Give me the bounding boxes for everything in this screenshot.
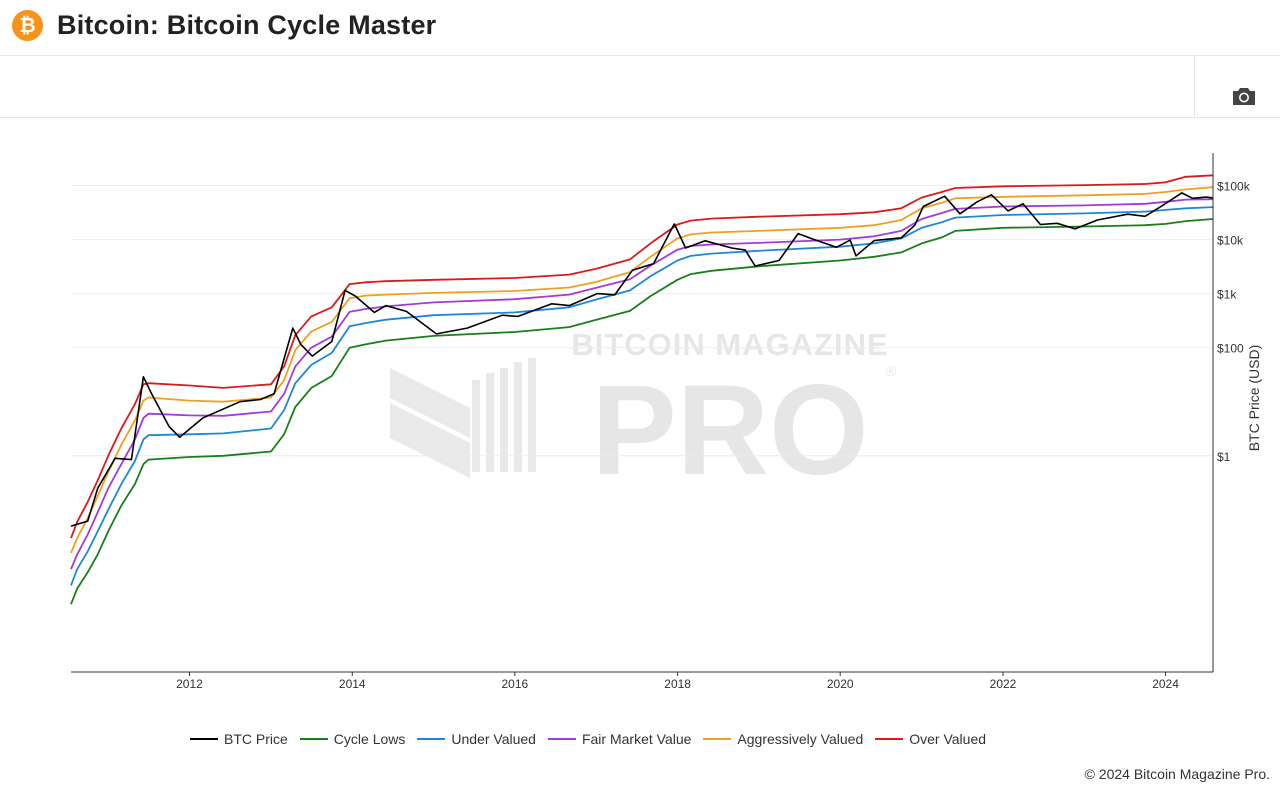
- x-tick-label: 2016: [501, 677, 528, 691]
- legend: BTC Price Cycle Lows Under Valued Fair Mark…: [190, 729, 998, 749]
- legend-item-under-valued[interactable]: Under Valued: [417, 731, 536, 747]
- x-tick-label: 2018: [664, 677, 691, 691]
- y-tick-label: $1: [1217, 450, 1231, 464]
- series-line-fair-market[interactable]: [70, 198, 1214, 570]
- watermark: BITCOIN MAGAZINE PRO ®: [390, 327, 897, 502]
- x-tick-label: 2014: [339, 677, 366, 691]
- chart-svg: BITCOIN MAGAZINE PRO ® $1 $100 $1k $10k $100…: [70, 153, 1262, 691]
- page-title: Bitcoin: Bitcoin Cycle Master: [57, 10, 437, 40]
- chart-area: BITCOIN MAGAZINE PRO ® $1 $100 $1k $10k $100…: [0, 118, 1280, 786]
- legend-label: Under Valued: [451, 731, 536, 747]
- y-tick-label: $1k: [1217, 288, 1237, 302]
- series-line-btc-price[interactable]: [70, 192, 1214, 527]
- legend-label: Over Valued: [909, 731, 987, 747]
- y-axis-title: BTC Price (USD): [1246, 345, 1262, 452]
- toolbar-divider: [1194, 56, 1195, 117]
- x-tick-label: 2022: [990, 677, 1017, 691]
- series-line-aggressive[interactable]: [70, 186, 1214, 554]
- copyright: © 2024 Bitcoin Magazine Pro.: [1084, 766, 1270, 782]
- legend-swatch: [190, 738, 218, 740]
- x-tick-label: 2012: [176, 677, 203, 691]
- watermark-line2: PRO: [591, 359, 868, 502]
- legend-item-aggressive[interactable]: Aggressively Valued: [703, 731, 863, 747]
- legend-label: Fair Market Value: [581, 731, 692, 747]
- legend-item-cycle-lows[interactable]: Cycle Lows: [299, 731, 406, 747]
- y-tick-label: $10k: [1217, 234, 1244, 248]
- legend-label: Cycle Lows: [333, 731, 406, 747]
- watermark-line1: BITCOIN MAGAZINE: [571, 327, 888, 362]
- watermark-logo-icon: [390, 358, 536, 478]
- series-group: [70, 174, 1214, 605]
- y-tick-label: $100k: [1217, 180, 1251, 194]
- chart-toolbar: [0, 56, 1280, 118]
- legend-swatch: [703, 738, 732, 740]
- x-tick-label: 2020: [827, 677, 854, 691]
- axes: $1 $100 $1k $10k $100k 2012 2014 2016 2018 2020 20…: [71, 153, 1251, 691]
- x-tick-label: 2024: [1152, 677, 1179, 691]
- legend-swatch: [299, 738, 328, 740]
- legend-item-over-valued[interactable]: Over Valued: [875, 731, 986, 747]
- legend-item-btc-price[interactable]: BTC Price: [190, 731, 288, 747]
- watermark-registered: ®: [886, 363, 897, 379]
- legend-label: Aggressively Valued: [737, 731, 864, 747]
- legend-swatch: [547, 738, 576, 740]
- camera-icon[interactable]: [1231, 84, 1257, 108]
- bitcoin-icon: ₿: [12, 10, 43, 41]
- series-line-under-valued[interactable]: [70, 206, 1214, 586]
- legend-item-fair-market[interactable]: Fair Market Value: [547, 731, 692, 747]
- series-line-cycle-lows[interactable]: [70, 218, 1214, 605]
- legend-label: BTC Price: [224, 731, 288, 747]
- y-tick-label: $100: [1217, 342, 1244, 356]
- page-header: ₿ Bitcoin: Bitcoin Cycle Master: [0, 0, 1280, 56]
- legend-swatch: [417, 738, 446, 740]
- legend-swatch: [875, 738, 904, 740]
